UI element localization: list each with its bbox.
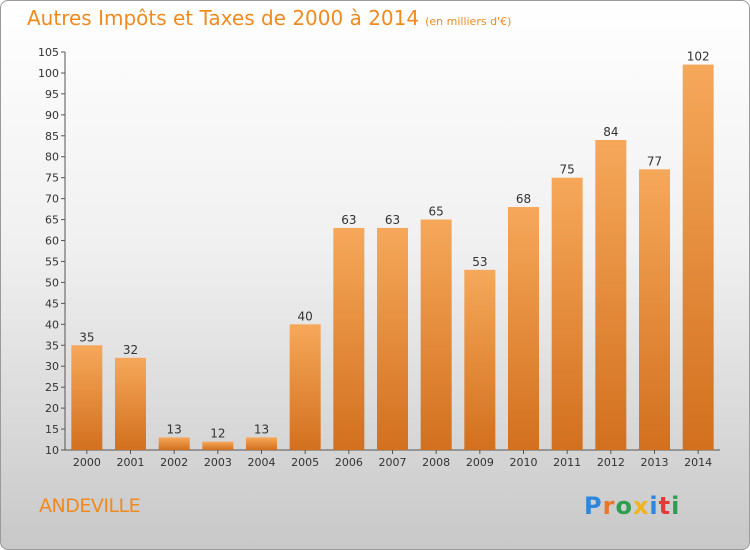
y-tick-label: 90 <box>45 109 59 122</box>
bar-2009 <box>464 269 496 450</box>
bar-2006 <box>333 227 365 450</box>
x-tick-label-2009: 2009 <box>466 456 494 469</box>
bar-2001 <box>115 357 146 450</box>
y-tick-label: 60 <box>45 235 59 248</box>
logo-letter: P <box>584 492 603 520</box>
y-tick-label: 70 <box>45 193 59 206</box>
x-tick-label-2008: 2008 <box>422 456 450 469</box>
bar-2013 <box>639 169 670 450</box>
bar-2011 <box>551 177 583 450</box>
data-label-2003: 12 <box>210 427 225 441</box>
data-label-2013: 77 <box>647 154 662 168</box>
x-tick-label-2011: 2011 <box>553 456 581 469</box>
proxiti-logo[interactable]: Proxiti <box>584 492 680 520</box>
y-tick-label: 35 <box>45 339 59 352</box>
logo-letter: r <box>602 492 616 520</box>
data-label-2005: 40 <box>298 309 313 323</box>
location-name: ANDEVILLE <box>39 495 141 517</box>
data-label-2000: 35 <box>79 330 94 344</box>
data-label-2009: 53 <box>472 255 487 269</box>
data-labels: 35 32 13 12 13 40 63 63 65 53 68 75 84 77 102 <box>79 50 709 441</box>
y-tick-label: 15 <box>45 423 59 436</box>
logo-letter: t <box>658 492 672 520</box>
data-label-2012: 84 <box>603 125 618 139</box>
data-label-2010: 68 <box>516 192 531 206</box>
y-tick-label: 55 <box>45 255 59 268</box>
chart-title-text: Autres Impôts et Taxes de 2000 à 2014 <box>27 6 420 30</box>
x-tick-label-2006: 2006 <box>335 456 363 469</box>
y-tick-label: 30 <box>45 360 59 373</box>
x-tick-label-2000: 2000 <box>73 456 101 469</box>
data-label-2006: 63 <box>341 213 356 227</box>
x-tick-label-2004: 2004 <box>248 456 276 469</box>
bar-2012 <box>595 139 627 450</box>
y-tick-label: 95 <box>45 88 59 101</box>
x-tick-label-2012: 2012 <box>597 456 625 469</box>
y-tick-label: 80 <box>45 151 59 164</box>
x-tick-label-2013: 2013 <box>641 456 669 469</box>
y-tick-label: 100 <box>38 67 59 80</box>
logo-letter: x <box>632 492 650 520</box>
data-label-2002: 13 <box>167 422 182 436</box>
x-tick-label-2005: 2005 <box>291 456 319 469</box>
y-tick-label: 65 <box>45 214 59 227</box>
axes: 10 15 20 25 30 35 40 45 50 55 60 65 70 75 80 85 90 95 100 1… <box>38 46 720 469</box>
x-tick-label-2001: 2001 <box>117 456 145 469</box>
chart-unit: (en milliers d'€) <box>425 15 512 28</box>
bar-2005 <box>289 324 321 450</box>
y-tick-label: 25 <box>45 381 59 394</box>
bar-2007 <box>377 227 408 450</box>
x-tick-label-2003: 2003 <box>204 456 232 469</box>
y-tick-label: 105 <box>38 46 59 59</box>
bar-2002 <box>158 437 190 450</box>
y-tick-label: 10 <box>45 444 59 457</box>
logo-letter: i <box>671 492 681 520</box>
bar-2008 <box>420 219 452 450</box>
x-tick-label-2014: 2014 <box>684 456 712 469</box>
x-tick-label-2002: 2002 <box>160 456 188 469</box>
data-label-2014: 102 <box>687 50 710 64</box>
y-tick-label: 20 <box>45 402 59 415</box>
x-tick-label-2010: 2010 <box>510 456 538 469</box>
bar-2003 <box>202 441 234 450</box>
bars <box>71 64 714 450</box>
logo-letter: o <box>615 492 633 520</box>
data-label-2007: 63 <box>385 213 400 227</box>
y-tick-label: 85 <box>45 130 59 143</box>
data-label-2008: 65 <box>429 205 444 219</box>
bar-2000 <box>71 345 103 450</box>
bar-2014 <box>682 64 714 450</box>
data-label-2001: 32 <box>123 343 138 357</box>
chart-title: Autres Impôts et Taxes de 2000 à 2014 (en… <box>27 6 511 30</box>
x-tick-label-2007: 2007 <box>379 456 407 469</box>
logo-letter: i <box>649 492 659 520</box>
y-tick-label: 45 <box>45 297 59 310</box>
y-tick-label: 75 <box>45 172 59 185</box>
data-label-2004: 13 <box>254 422 269 436</box>
y-tick-label: 50 <box>45 276 59 289</box>
y-tick-label: 40 <box>45 318 59 331</box>
bar-2004 <box>246 437 277 450</box>
data-label-2011: 75 <box>560 163 575 177</box>
bar-2010 <box>508 207 539 450</box>
